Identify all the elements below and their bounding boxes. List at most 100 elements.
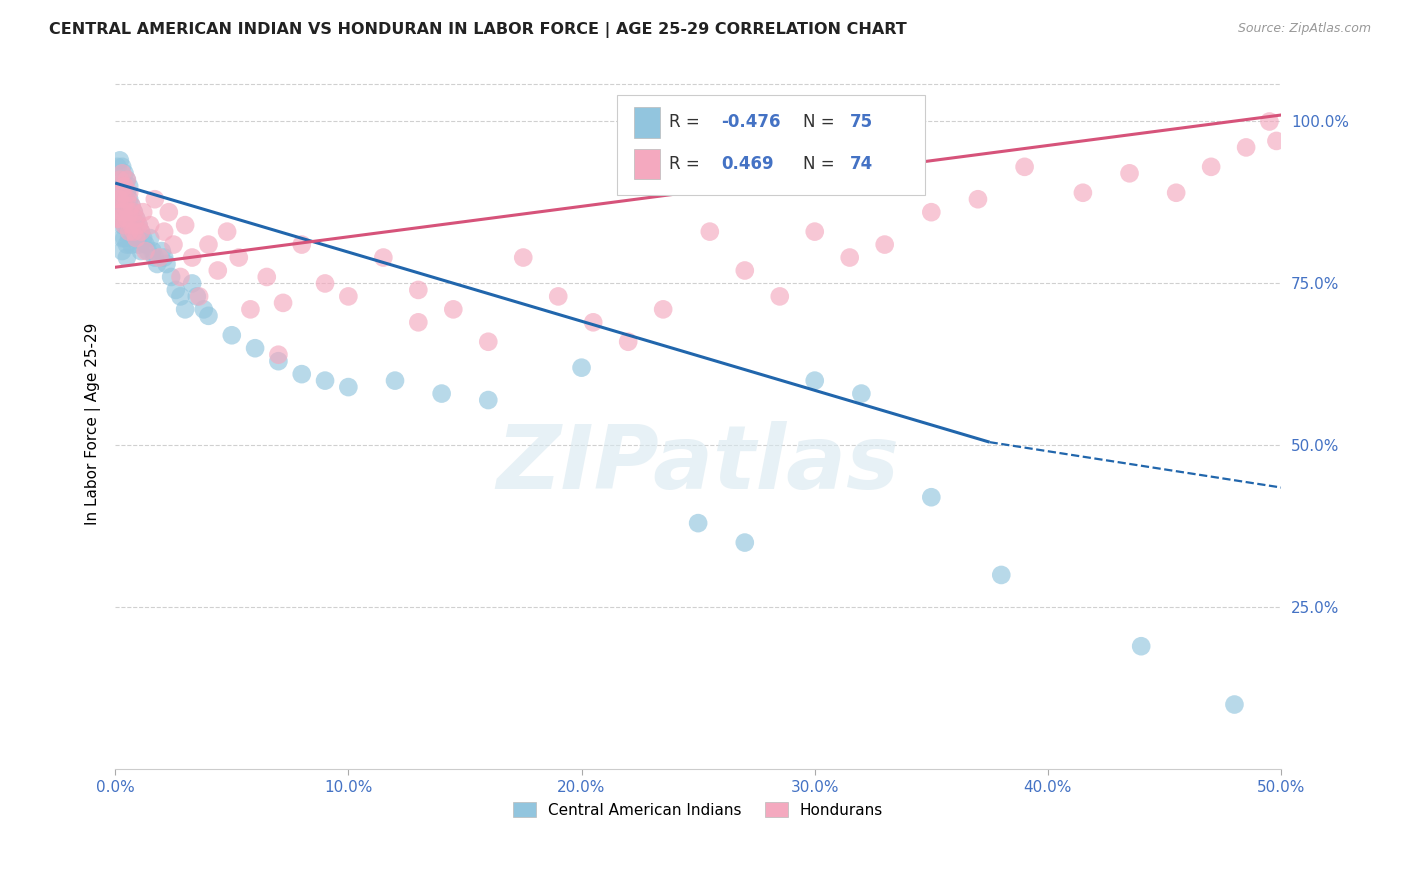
Point [118,186,141,200]
Point [122,205,145,219]
Point [1130,639,1153,653]
Point [125,231,148,245]
Point [652,302,675,317]
Point [699,225,721,239]
Point [291,237,314,252]
Point [128,237,150,252]
FancyBboxPatch shape [616,95,925,195]
Point [108,173,131,187]
Point [512,251,534,265]
Point [920,205,942,219]
Point [111,218,134,232]
Point [188,289,211,303]
Point [118,211,141,226]
Point [114,218,136,232]
Y-axis label: In Labor Force | Age 25-29: In Labor Force | Age 25-29 [86,322,101,524]
Point [851,386,873,401]
Point [169,270,191,285]
Point [571,360,593,375]
Point [162,237,184,252]
Point [174,218,197,232]
Point [132,205,155,219]
Point [115,237,138,252]
Point [122,225,145,239]
Point [582,315,605,329]
Point [108,192,131,206]
Point [114,199,136,213]
Point [121,199,143,213]
Text: N =: N = [803,155,839,173]
Legend: Central American Indians, Hondurans: Central American Indians, Hondurans [508,796,889,824]
Point [1223,698,1246,712]
FancyBboxPatch shape [634,149,659,179]
Point [408,283,430,297]
Point [617,334,640,349]
Point [148,251,170,265]
Point [217,225,239,239]
Point [430,386,453,401]
Point [197,309,219,323]
Point [150,244,173,258]
Point [734,263,756,277]
Point [153,251,176,265]
Point [118,179,141,194]
Point [115,211,138,226]
Text: Source: ZipAtlas.com: Source: ZipAtlas.com [1237,22,1371,36]
Point [111,186,134,200]
Point [111,205,134,219]
Point [221,328,243,343]
Point [121,199,143,213]
Point [108,192,131,206]
Point [291,367,314,381]
Point [207,263,229,277]
Point [111,179,134,194]
Point [128,218,150,232]
Point [920,490,942,504]
Point [115,218,138,232]
Point [114,218,136,232]
Point [477,392,499,407]
Point [384,374,406,388]
Point [108,153,131,168]
Point [108,173,131,187]
Point [132,231,155,245]
Point [169,289,191,303]
Text: CENTRAL AMERICAN INDIAN VS HONDURAN IN LABOR FORCE | AGE 25-29 CORRELATION CHART: CENTRAL AMERICAN INDIAN VS HONDURAN IN L… [49,22,907,38]
Point [115,173,138,187]
Point [967,192,990,206]
Text: 0.469: 0.469 [721,155,775,173]
Text: 75: 75 [849,113,873,131]
Point [107,199,129,213]
Point [314,277,336,291]
Point [174,302,197,317]
FancyBboxPatch shape [634,107,659,137]
Point [115,251,138,265]
Text: R =: R = [669,155,710,173]
Point [114,199,136,213]
Point [1199,160,1222,174]
Point [111,199,134,213]
Point [769,289,792,303]
Point [129,225,152,239]
Point [129,244,152,258]
Point [256,270,278,285]
Point [128,218,150,232]
Point [107,211,129,226]
Point [107,179,129,194]
Point [1118,166,1140,180]
Point [111,160,134,174]
Point [122,225,145,239]
Point [118,231,141,245]
Text: 74: 74 [849,155,873,173]
Point [239,302,262,317]
Point [108,211,131,226]
Point [111,244,134,258]
Point [734,535,756,549]
Point [114,179,136,194]
Point [143,192,166,206]
Point [267,354,290,368]
Point [337,380,360,394]
Point [143,251,166,265]
Point [181,251,204,265]
Point [160,270,183,285]
